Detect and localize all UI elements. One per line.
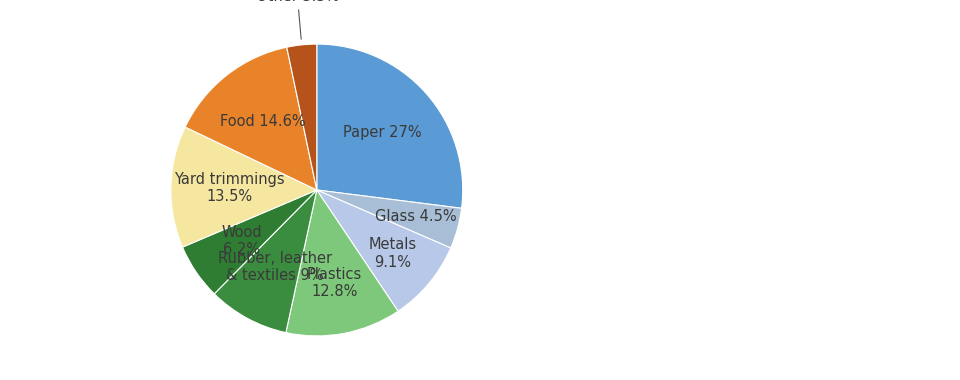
Text: Plastics
12.8%: Plastics 12.8% xyxy=(307,267,362,299)
Text: Other 3.3%: Other 3.3% xyxy=(256,0,339,39)
Wedge shape xyxy=(317,44,463,208)
Wedge shape xyxy=(286,190,398,336)
Wedge shape xyxy=(287,44,317,190)
Text: Metals
9.1%: Metals 9.1% xyxy=(369,237,417,270)
Wedge shape xyxy=(214,190,317,332)
Text: Glass 4.5%: Glass 4.5% xyxy=(374,209,456,225)
Wedge shape xyxy=(182,190,317,294)
Wedge shape xyxy=(317,190,462,248)
Text: Paper 27%: Paper 27% xyxy=(343,125,421,139)
Wedge shape xyxy=(317,190,450,311)
Text: Food 14.6%: Food 14.6% xyxy=(220,114,305,129)
Text: Rubber, leather
& textiles 9%: Rubber, leather & textiles 9% xyxy=(218,251,332,283)
Wedge shape xyxy=(171,127,317,247)
Wedge shape xyxy=(185,47,317,190)
Text: Wood
6.2%: Wood 6.2% xyxy=(222,225,262,257)
Text: Yard trimmings
13.5%: Yard trimmings 13.5% xyxy=(174,172,284,204)
